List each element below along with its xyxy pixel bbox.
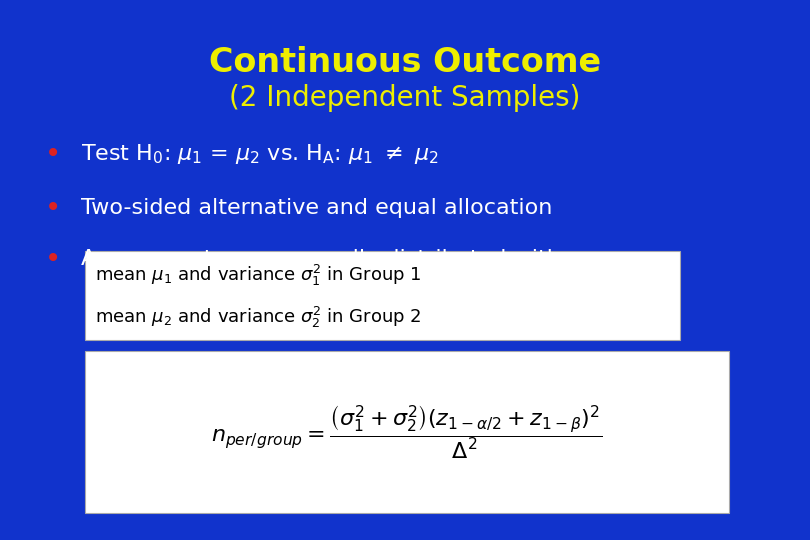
Text: •: • [45,140,61,168]
Text: Assume outcome normally distributed with:: Assume outcome normally distributed with… [81,249,569,269]
Text: •: • [45,194,61,222]
Text: mean $\mu_2$ and variance $\sigma_2^2$ in Group 2: mean $\mu_2$ and variance $\sigma_2^2$ i… [95,306,421,330]
Text: Two-sided alternative and equal allocation: Two-sided alternative and equal allocati… [81,198,552,218]
FancyBboxPatch shape [85,351,729,513]
Text: (2 Independent Samples): (2 Independent Samples) [229,84,581,112]
Text: Test H$_{\mathregular{0}}$: $\mu_1$ = $\mu_2$ vs. H$_{\mathregular{A}}$: $\mu_1$: Test H$_{\mathregular{0}}$: $\mu_1$ = $\… [81,142,439,166]
Text: mean $\mu_1$ and variance $\sigma_1^2$ in Group 1: mean $\mu_1$ and variance $\sigma_1^2$ i… [95,262,421,288]
Text: $n_{\mathit{per/group}} = \dfrac{\left(\sigma_1^2 + \sigma_2^2\right)\left(z_{1-: $n_{\mathit{per/group}} = \dfrac{\left(\… [211,403,603,461]
Text: •: • [45,245,61,273]
FancyBboxPatch shape [85,251,680,340]
Text: Continuous Outcome: Continuous Outcome [209,46,601,79]
